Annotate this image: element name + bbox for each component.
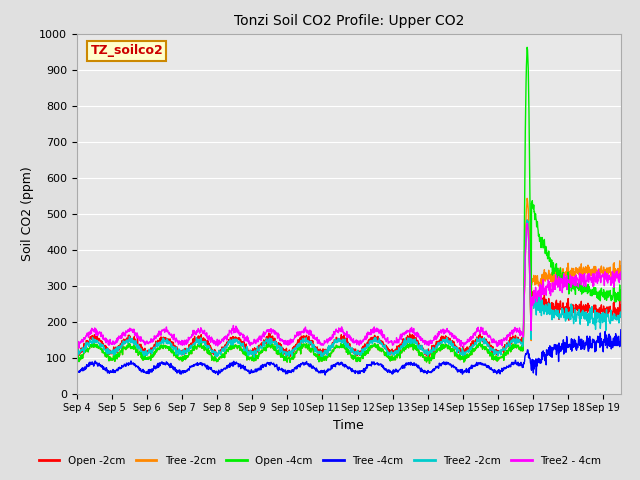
Tree2 -2cm	[546, 307, 554, 312]
Tree -2cm	[181, 356, 189, 362]
Tree -2cm	[546, 276, 554, 282]
Tree2 -2cm	[524, 217, 531, 223]
Tree -2cm	[230, 345, 237, 351]
Open -4cm	[181, 356, 189, 362]
Tree2 - 4cm	[280, 338, 287, 344]
Tree2 - 4cm	[181, 340, 189, 346]
Line: Tree -2cm: Tree -2cm	[77, 198, 621, 363]
Open -4cm	[73, 357, 81, 362]
Tree2 - 4cm	[230, 329, 238, 335]
Open -2cm	[230, 337, 237, 343]
Tree -4cm	[617, 327, 625, 333]
Open -4cm	[279, 354, 287, 360]
Open -4cm	[617, 287, 625, 293]
Tree2 -2cm	[171, 345, 179, 351]
Tree2 -2cm	[617, 311, 625, 317]
Title: Tonzi Soil CO2 Profile: Upper CO2: Tonzi Soil CO2 Profile: Upper CO2	[234, 14, 464, 28]
Tree -2cm	[485, 348, 493, 353]
Open -2cm	[524, 217, 531, 223]
Tree2 - 4cm	[75, 345, 83, 351]
Open -4cm	[546, 259, 554, 264]
Tree -2cm	[171, 350, 179, 356]
Tree -4cm	[484, 365, 492, 371]
Tree -4cm	[545, 351, 553, 357]
Open -2cm	[171, 343, 179, 349]
Tree -2cm	[279, 354, 287, 360]
Tree2 - 4cm	[524, 220, 531, 226]
Y-axis label: Soil CO2 (ppm): Soil CO2 (ppm)	[20, 166, 33, 261]
Tree2 -2cm	[73, 348, 81, 353]
Tree -2cm	[426, 360, 433, 366]
Tree2 - 4cm	[171, 336, 179, 341]
Tree -2cm	[73, 357, 81, 362]
Tree -4cm	[230, 359, 237, 364]
Tree2 - 4cm	[485, 333, 493, 338]
Open -2cm	[546, 305, 554, 311]
Tree -4cm	[532, 372, 540, 378]
Open -2cm	[485, 340, 493, 346]
Tree2 - 4cm	[617, 269, 625, 275]
Open -2cm	[617, 302, 625, 308]
Tree -2cm	[617, 263, 625, 269]
Tree2 -2cm	[485, 342, 493, 348]
Tree -4cm	[181, 369, 189, 374]
Tree2 -2cm	[230, 337, 237, 343]
Open -4cm	[171, 350, 179, 356]
Line: Tree -4cm: Tree -4cm	[77, 330, 621, 375]
X-axis label: Time: Time	[333, 419, 364, 432]
Tree -4cm	[73, 371, 81, 376]
Tree -4cm	[171, 367, 179, 372]
Open -4cm	[485, 348, 493, 353]
Tree -4cm	[279, 369, 287, 374]
Tree2 - 4cm	[546, 284, 554, 290]
Open -2cm	[73, 350, 81, 356]
Open -4cm	[524, 45, 531, 50]
Open -2cm	[279, 347, 287, 353]
Tree2 -2cm	[181, 348, 189, 354]
Legend: Open -2cm, Tree -2cm, Open -4cm, Tree -4cm, Tree2 -2cm, Tree2 - 4cm: Open -2cm, Tree -2cm, Open -4cm, Tree -4…	[35, 452, 605, 470]
Line: Open -2cm: Open -2cm	[77, 220, 621, 358]
Open -4cm	[230, 345, 237, 351]
Open -2cm	[181, 350, 189, 356]
Tree2 -2cm	[250, 354, 258, 360]
Tree2 - 4cm	[73, 341, 81, 347]
Line: Tree2 - 4cm: Tree2 - 4cm	[77, 223, 621, 348]
Open -2cm	[426, 355, 433, 360]
Tree2 -2cm	[280, 348, 287, 354]
Line: Tree2 -2cm: Tree2 -2cm	[77, 220, 621, 357]
Open -4cm	[426, 360, 433, 366]
Line: Open -4cm: Open -4cm	[77, 48, 621, 363]
Text: TZ_soilco2: TZ_soilco2	[90, 44, 163, 58]
Tree -2cm	[524, 195, 531, 201]
